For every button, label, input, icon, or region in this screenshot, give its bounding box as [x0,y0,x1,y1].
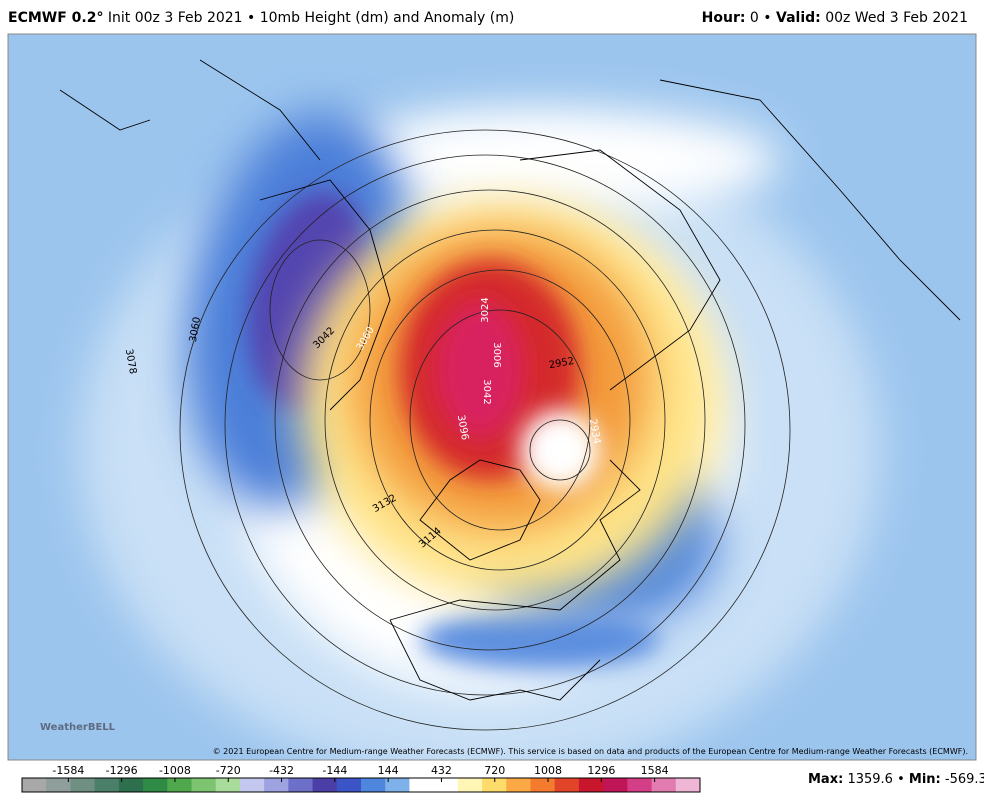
colorbar-swatch [46,778,71,792]
min-value: -569.3 [945,772,984,787]
colorbar-swatch [578,778,604,792]
colorbar-tick-label: 1296 [587,764,615,777]
colorbar-swatch [482,778,507,792]
colorbar-tick-label: -144 [322,764,347,777]
header-right: Hour: 0 • Valid: 00z Wed 3 Feb 2021 [702,10,968,26]
colorbar-frame [21,777,701,793]
credit: © 2021 European Centre for Medium-range … [213,747,968,756]
colorbar-swatch [239,778,265,792]
max-value: 1359.6 [847,772,893,787]
max-label: Max: [808,772,843,787]
colorbar-tick-label: 720 [484,764,505,777]
contour-label: 3078 [123,348,138,375]
valid: 00z Wed 3 Feb 2021 [825,10,968,26]
contour-label: 3024 [480,297,491,322]
logo: WeatherBELL [40,722,116,733]
colorbar-tick-label: -720 [216,764,241,777]
contour-label: 3006 [491,342,502,367]
colorbar: -1584 -1296 -1008 -720 -432 -144 144 432 720 1008… [21,764,701,793]
colorbar-swatch [215,778,241,792]
hour-label: Hour: [701,10,746,26]
colorbar-swatch [312,778,338,792]
model: ECMWF 0.2° [8,10,104,26]
colorbar-swatch [675,778,701,792]
separator: • [897,772,905,787]
map-frame [7,33,977,761]
colorbar-tick-label: 1584 [641,764,669,777]
colorbar-swatch [118,778,144,792]
colorbar-swatch [530,778,556,792]
contour-label: 3060 [188,316,203,343]
colorbar-swatch [94,778,120,792]
colorbar-tick-label: -1296 [106,764,138,777]
colorbar-swatch [554,778,580,792]
hour: 0 [749,10,759,26]
colorbar-tick-label: 1008 [534,764,562,777]
map-field [8,34,976,760]
colorbar-tick-label: -432 [269,764,294,777]
colorbar-swatch [70,778,96,792]
contour-label: 2952 [548,356,575,371]
colorbar-swatch [651,778,677,792]
stats: Max: 1359.6 • Min: -569.3 [808,772,984,787]
contour-label: 3042 [481,379,492,404]
colorbar-swatch [264,778,289,792]
colorbar-tick-label: -1584 [52,764,84,777]
min-label: Min: [909,772,941,787]
colorbar-swatch [143,778,168,792]
colorbar-swatch [336,778,362,792]
colorbar-swatch [191,778,217,792]
colorbar-swatch [409,778,435,792]
colorbar-swatch [288,778,314,792]
contour-label: 2934 [587,418,602,445]
colorbar-swatch [385,778,410,792]
colorbar-tick-label: 144 [378,764,399,777]
colorbar-tick-label: -1008 [159,764,191,777]
colorbar-swatch [603,778,628,792]
colorbar-swatch [22,778,47,792]
run-info: Init 00z 3 Feb 2021 • 10mb Height (dm) a… [107,10,515,26]
colorbar-swatch [506,778,531,792]
valid-label: Valid: [776,10,821,26]
colorbar-swatch [457,778,483,792]
colorbar-swatch [167,778,192,792]
separator: • [763,10,772,26]
colorbar-tick-label: 432 [431,764,452,777]
colorbar-swatch [433,778,459,792]
header-left: ECMWF 0.2° Init 00z 3 Feb 2021 • 10mb He… [8,10,514,26]
colorbar-swatch [627,778,653,792]
colorbar-swatch [361,778,386,792]
contour-label: 3096 [455,414,470,441]
